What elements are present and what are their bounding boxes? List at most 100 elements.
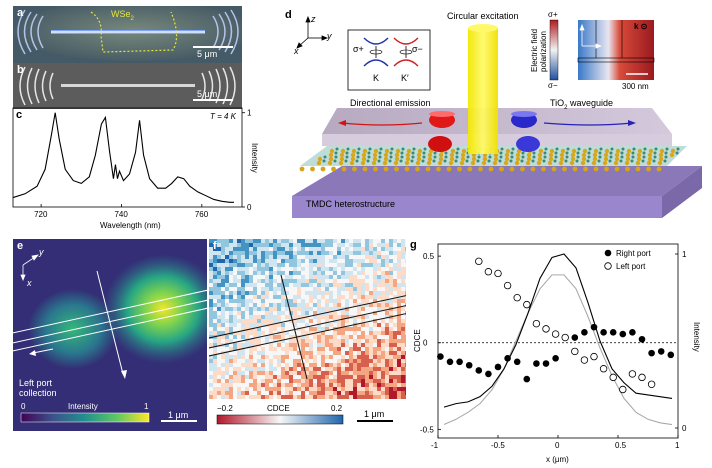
right-port-point (494, 363, 502, 371)
right-port-point (667, 351, 675, 359)
panel-c-label: c (16, 109, 23, 121)
panel-d-label: d (285, 9, 292, 21)
right-port-point (523, 375, 531, 383)
scale-text-f: 1 μm (364, 409, 385, 419)
right-port-point (513, 358, 521, 366)
legend-left-label: Left port (616, 262, 646, 271)
right-port-point (437, 353, 444, 360)
intensity-gray-line (443, 274, 673, 426)
left-port-point (484, 268, 493, 276)
valley-kp-label: K′ (401, 73, 409, 83)
intensity-black-line (443, 253, 673, 408)
waveguide-subscript: 2 (564, 104, 568, 111)
red-emitter-bottom (428, 136, 452, 152)
axis-label-x: x (294, 46, 299, 56)
scale-bar-b (193, 99, 233, 101)
cdce-y2tick-label: 0 (682, 424, 687, 433)
panel-e-map (13, 239, 207, 431)
panel-a: a WSe2 5 μm (13, 6, 242, 63)
right-port-point (590, 323, 598, 331)
panel-e: e y x Left port collection 0 Intensity 1… (13, 239, 207, 431)
scale-text-a: 5 μm (197, 49, 218, 59)
cdce-xtick-label: -0.5 (491, 441, 505, 450)
axis-triad-d (296, 15, 329, 49)
waveguide-label: TiO2 waveguide (550, 98, 613, 111)
heterostructure-label: TMDC heterostructure (306, 199, 396, 209)
cdce-y2tick-label: 1 (682, 250, 687, 259)
panel-b: b 5 μm (13, 63, 242, 109)
field-top-label: σ+ (548, 10, 558, 19)
left-port-point (551, 330, 560, 338)
field-label-line2: polarization (539, 31, 548, 72)
excitation-beam (468, 28, 498, 154)
chart-cdce: -1 -0.5 0 0.5 1-0.500.501 CDCE Intensity x (… (413, 243, 701, 464)
cdce-ytick-label: -0.5 (420, 425, 434, 434)
chart-pl-spectrum: 720 740 760 0 1 Intensity Wavelength (nm) T … (12, 107, 259, 230)
left-port-caption-1: Left port (19, 378, 53, 388)
right-port-point (571, 334, 579, 341)
pl-spectrum-line (12, 112, 234, 203)
legend-right-marker (604, 249, 612, 257)
field-bottom-label: σ− (548, 81, 558, 90)
axis-label-z: z (311, 14, 316, 24)
chart-pl-frame (12, 107, 243, 208)
left-port-point (619, 385, 627, 394)
blue-emitter-bottom (516, 136, 540, 152)
left-port-point (599, 365, 608, 373)
waveguide-suffix: waveguide (567, 98, 614, 108)
panel-d: d z y x σ+ σ− K K′ Circular excitation D… (282, 6, 708, 230)
cdce-xtick-label: 1 (675, 441, 680, 450)
tmdc-slab (292, 166, 702, 196)
left-port-point (513, 293, 521, 302)
legend-right-label: Right port (616, 249, 651, 258)
material-name: WSe (111, 9, 131, 19)
legend-left-marker (604, 262, 612, 270)
cdce-ytick-label: 0 (423, 339, 428, 348)
panel-a-image (13, 6, 242, 63)
pl-xtick-label: 720 (34, 210, 48, 219)
cdce-ytick-label: 0.5 (423, 252, 435, 261)
pl-xtick-label: 740 (114, 210, 128, 219)
pl-ytick-label: 1 (247, 109, 252, 118)
chart-cdce-ylabel: CDCE (413, 329, 422, 352)
right-port-point (465, 361, 473, 369)
right-port-point (533, 360, 540, 367)
e-cbar-max: 1 (144, 402, 149, 411)
right-port-point (638, 335, 646, 343)
material-label: WSe2 (111, 9, 134, 22)
right-port-point (648, 349, 655, 357)
e-cbar-min: 0 (21, 402, 26, 411)
f-cbar-min: −0.2 (217, 404, 233, 413)
left-port-point (494, 269, 502, 278)
directional-emission-label: Directional emission (350, 98, 431, 108)
left-port-point (638, 373, 646, 382)
right-port-point (475, 367, 483, 374)
right-emission-arrow (543, 122, 633, 126)
valley-k-label: K (373, 73, 380, 83)
left-port-point (542, 325, 550, 333)
right-port-point (581, 329, 588, 336)
left-port-point (590, 352, 598, 361)
field-colorbar (549, 19, 559, 81)
field-k-label: k ⊙ (634, 22, 648, 31)
left-port-point (561, 333, 569, 342)
right-port-point (619, 330, 627, 338)
right-port-point (504, 355, 511, 362)
axis-label-y: y (327, 31, 332, 41)
panel-e-axis-x: x (27, 278, 32, 288)
chart-cdce-xlabel: x (μm) (546, 455, 569, 464)
scale-bar-a (193, 46, 233, 48)
right-port-point (446, 358, 454, 366)
left-emission-arrow (341, 122, 423, 126)
panel-f-label: f (213, 240, 217, 252)
left-port-caption-2: collection (19, 388, 57, 398)
chart-cdce-y2label: Intensity (692, 322, 701, 352)
panel-e-label: e (17, 240, 24, 252)
waveguide-name: TiO (550, 98, 565, 108)
chart-pl-xlabel: Wavelength (nm) (100, 221, 161, 230)
material-subscript: 2 (130, 15, 134, 22)
right-port-point (542, 360, 550, 367)
f-cbar-title: CDCE (267, 404, 290, 413)
panel-e-axis-y: y (39, 247, 44, 257)
cdce-xtick-label: 0 (555, 441, 560, 450)
